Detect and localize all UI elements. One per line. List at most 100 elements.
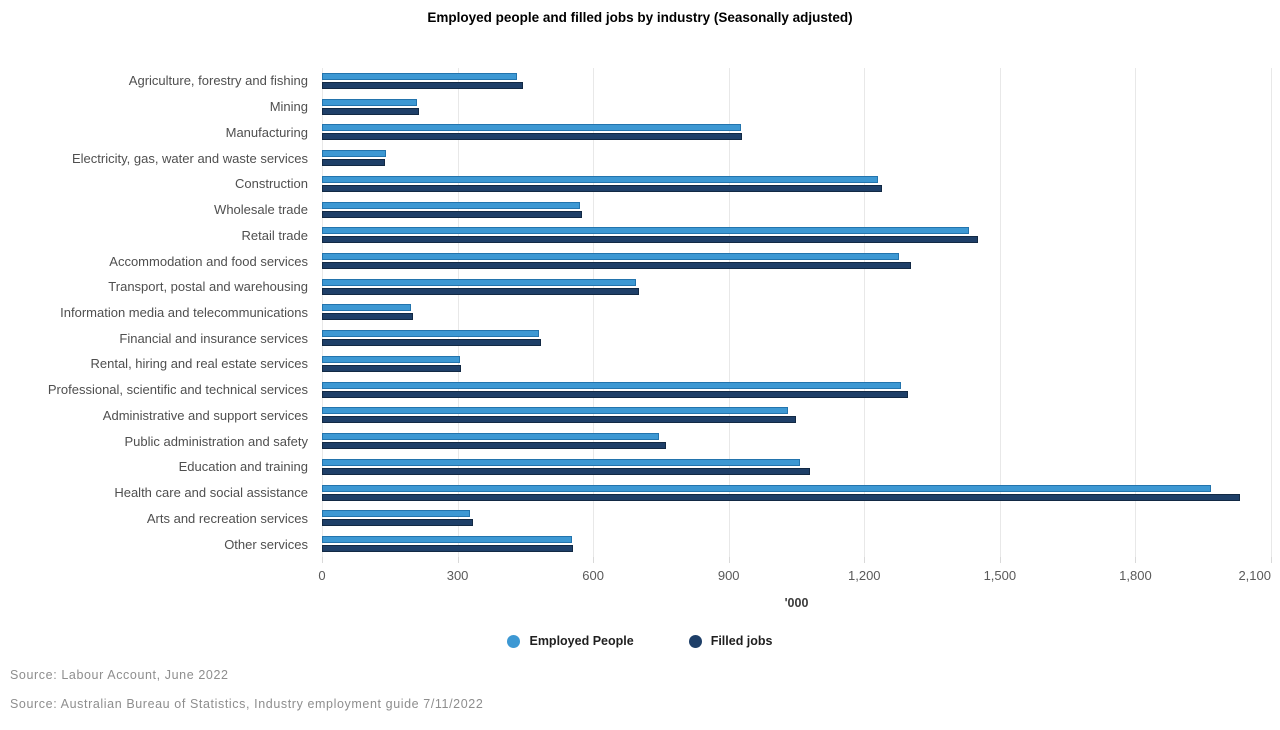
gridline [864,68,866,557]
category-row: Arts and recreation services [0,505,1271,531]
bar-filled-jobs[interactable] [322,390,908,398]
bar-employed-people[interactable] [322,201,580,209]
category-label: Electricity, gas, water and waste servic… [71,150,308,166]
axis-tick [1135,557,1137,563]
category-label: Transport, postal and warehousing [108,279,308,295]
bar-filled-jobs[interactable] [322,519,474,527]
bar-filled-jobs[interactable] [322,416,797,424]
bar-filled-jobs[interactable] [322,133,742,141]
bar-employed-people[interactable] [322,536,573,544]
category-row: Information media and telecommunications [0,300,1271,326]
axis-tick [864,557,866,563]
bar-filled-jobs[interactable] [322,493,1240,501]
bar-filled-jobs[interactable] [322,210,582,218]
category-label: Wholesale trade [214,202,308,218]
bars-cell [322,253,1271,269]
bar-rows: Agriculture, forestry and fishing Mining M… [0,68,1271,557]
x-axis-title: '000 [784,596,809,610]
bar-employed-people[interactable] [322,355,461,363]
axis-tick [999,557,1001,563]
bar-employed-people[interactable] [322,124,741,132]
bar-employed-people[interactable] [322,175,878,183]
bar-filled-jobs[interactable] [322,364,462,372]
bars-cell [322,227,1271,244]
bar-employed-people[interactable] [322,510,470,518]
axis-tick-label: 1,200 [848,568,881,583]
bar-employed-people[interactable] [322,278,636,286]
bars-cell [322,355,1271,372]
bars-cell [322,510,1271,527]
gridline [593,68,595,557]
category-label: Agriculture, forestry and fishing [128,73,308,89]
bar-filled-jobs[interactable] [322,159,385,167]
axis-tick-label: 1,800 [1119,568,1152,583]
bars-cell [322,124,1271,141]
bars-cell [322,98,1271,115]
axis-tick-label: 0 [318,568,326,583]
axis-tick-label: 1,500 [983,568,1017,583]
bar-employed-people[interactable] [322,381,901,389]
bars-cell [322,175,1271,192]
legend: Employed People Filled jobs [0,634,1280,648]
bar-filled-jobs[interactable] [322,287,640,295]
category-row: Mining [0,94,1271,120]
bar-employed-people[interactable] [322,458,801,466]
gridline [728,68,730,557]
bar-filled-jobs[interactable] [322,184,883,192]
category-row: Agriculture, forestry and fishing [0,68,1271,94]
category-label: Financial and insurance services [119,330,308,346]
legend-label: Employed People [529,634,634,648]
category-row: Professional, scientific and technical s… [0,377,1271,403]
bars-cell [322,484,1271,501]
category-row: Manufacturing [0,119,1271,145]
bar-filled-jobs[interactable] [322,236,978,244]
bar-employed-people[interactable] [322,227,970,235]
bar-employed-people[interactable] [322,98,417,106]
axis-tick-label: 900 [717,568,740,583]
category-label: Arts and recreation services [146,510,308,526]
category-row: Construction [0,171,1271,197]
bar-filled-jobs[interactable] [322,313,414,321]
category-row: Electricity, gas, water and waste servic… [0,145,1271,171]
bar-employed-people[interactable] [322,150,386,158]
category-label: Accommodation and food services [109,253,308,269]
category-row: Accommodation and food services [0,248,1271,274]
legend-item-filled-jobs[interactable]: Filled jobs [688,634,773,648]
bar-filled-jobs[interactable] [322,339,541,347]
category-row: Public administration and safety [0,428,1271,454]
bars-cell [322,278,1271,295]
category-label: Rental, hiring and real estate services [90,356,308,372]
category-label: Manufacturing [225,124,308,140]
category-row: Administrative and support services [0,403,1271,429]
bar-employed-people[interactable] [322,484,1212,492]
bar-employed-people[interactable] [322,407,788,415]
category-label: Administrative and support services [102,407,308,423]
bar-employed-people[interactable] [322,433,660,441]
bar-filled-jobs[interactable] [322,81,523,89]
bar-employed-people[interactable] [322,304,411,312]
bar-filled-jobs[interactable] [322,545,574,553]
bar-filled-jobs[interactable] [322,262,911,269]
bar-employed-people[interactable] [322,253,899,260]
gridline [1271,68,1272,557]
chart-title: Employed people and filled jobs by indus… [427,10,853,25]
bars-cell [322,536,1271,553]
bar-filled-jobs[interactable] [322,467,810,475]
category-label: Construction [235,176,308,192]
category-row: Financial and insurance services [0,325,1271,351]
source-line-2: Source: Australian Bureau of Statistics,… [10,697,484,711]
category-row: Other services [0,531,1271,557]
bar-employed-people[interactable] [322,330,540,338]
category-label: Mining [269,99,308,115]
axis-tick [728,557,730,563]
category-label: Information media and telecommunications [60,304,308,320]
axis-tick-label: 600 [582,568,604,583]
axis-tick [1271,557,1272,563]
legend-item-employed-people[interactable]: Employed People [507,634,634,648]
gridlines [322,68,1272,557]
bar-filled-jobs[interactable] [322,107,419,115]
category-label: Professional, scientific and technical s… [47,382,308,398]
bar-employed-people[interactable] [322,72,518,80]
bar-filled-jobs[interactable] [322,442,666,450]
